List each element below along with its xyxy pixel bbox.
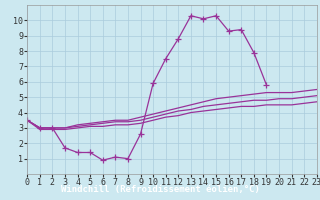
Text: Windchill (Refroidissement éolien,°C): Windchill (Refroidissement éolien,°C) — [60, 185, 260, 194]
